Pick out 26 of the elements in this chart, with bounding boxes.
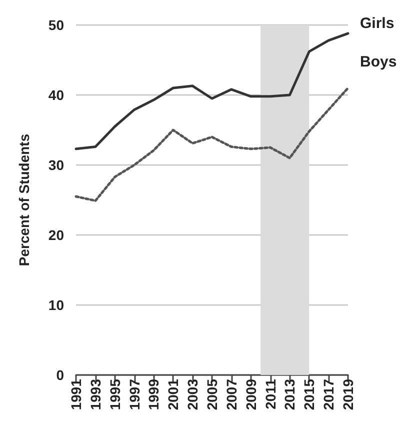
x-tick-label: 2017 xyxy=(320,378,337,410)
y-tick-label: 40 xyxy=(48,87,64,103)
x-tick-label: 2003 xyxy=(184,378,201,410)
y-tick-label: 10 xyxy=(48,297,64,313)
x-tick-label: 1991 xyxy=(68,378,84,410)
series-label: Girls xyxy=(360,14,394,32)
x-tick-label: 1997 xyxy=(126,378,142,410)
x-tick-label: 2015 xyxy=(301,378,318,410)
y-tick-label: 30 xyxy=(48,157,64,173)
y-tick-label: 20 xyxy=(48,227,64,243)
x-tick-label: 2009 xyxy=(242,378,259,410)
x-tick-label: 1995 xyxy=(106,378,123,410)
line-series xyxy=(74,86,350,202)
y-axis-title: Percent of Students xyxy=(16,134,32,266)
x-tick-label: 2019 xyxy=(340,378,356,410)
y-tick-label: 0 xyxy=(56,367,64,383)
x-tick-label: 1993 xyxy=(87,378,104,410)
x-tick-label: 2007 xyxy=(223,378,240,410)
x-tick-label: 2011 xyxy=(262,378,278,410)
y-tick-label: 50 xyxy=(48,17,64,33)
line-series xyxy=(74,32,350,150)
series-label: Boys xyxy=(360,54,397,70)
x-tick-label: 2001 xyxy=(165,378,182,410)
x-tick-label: 1999 xyxy=(146,378,162,410)
x-tick-label: 2013 xyxy=(282,378,298,410)
x-tick-label: 2005 xyxy=(204,378,220,410)
